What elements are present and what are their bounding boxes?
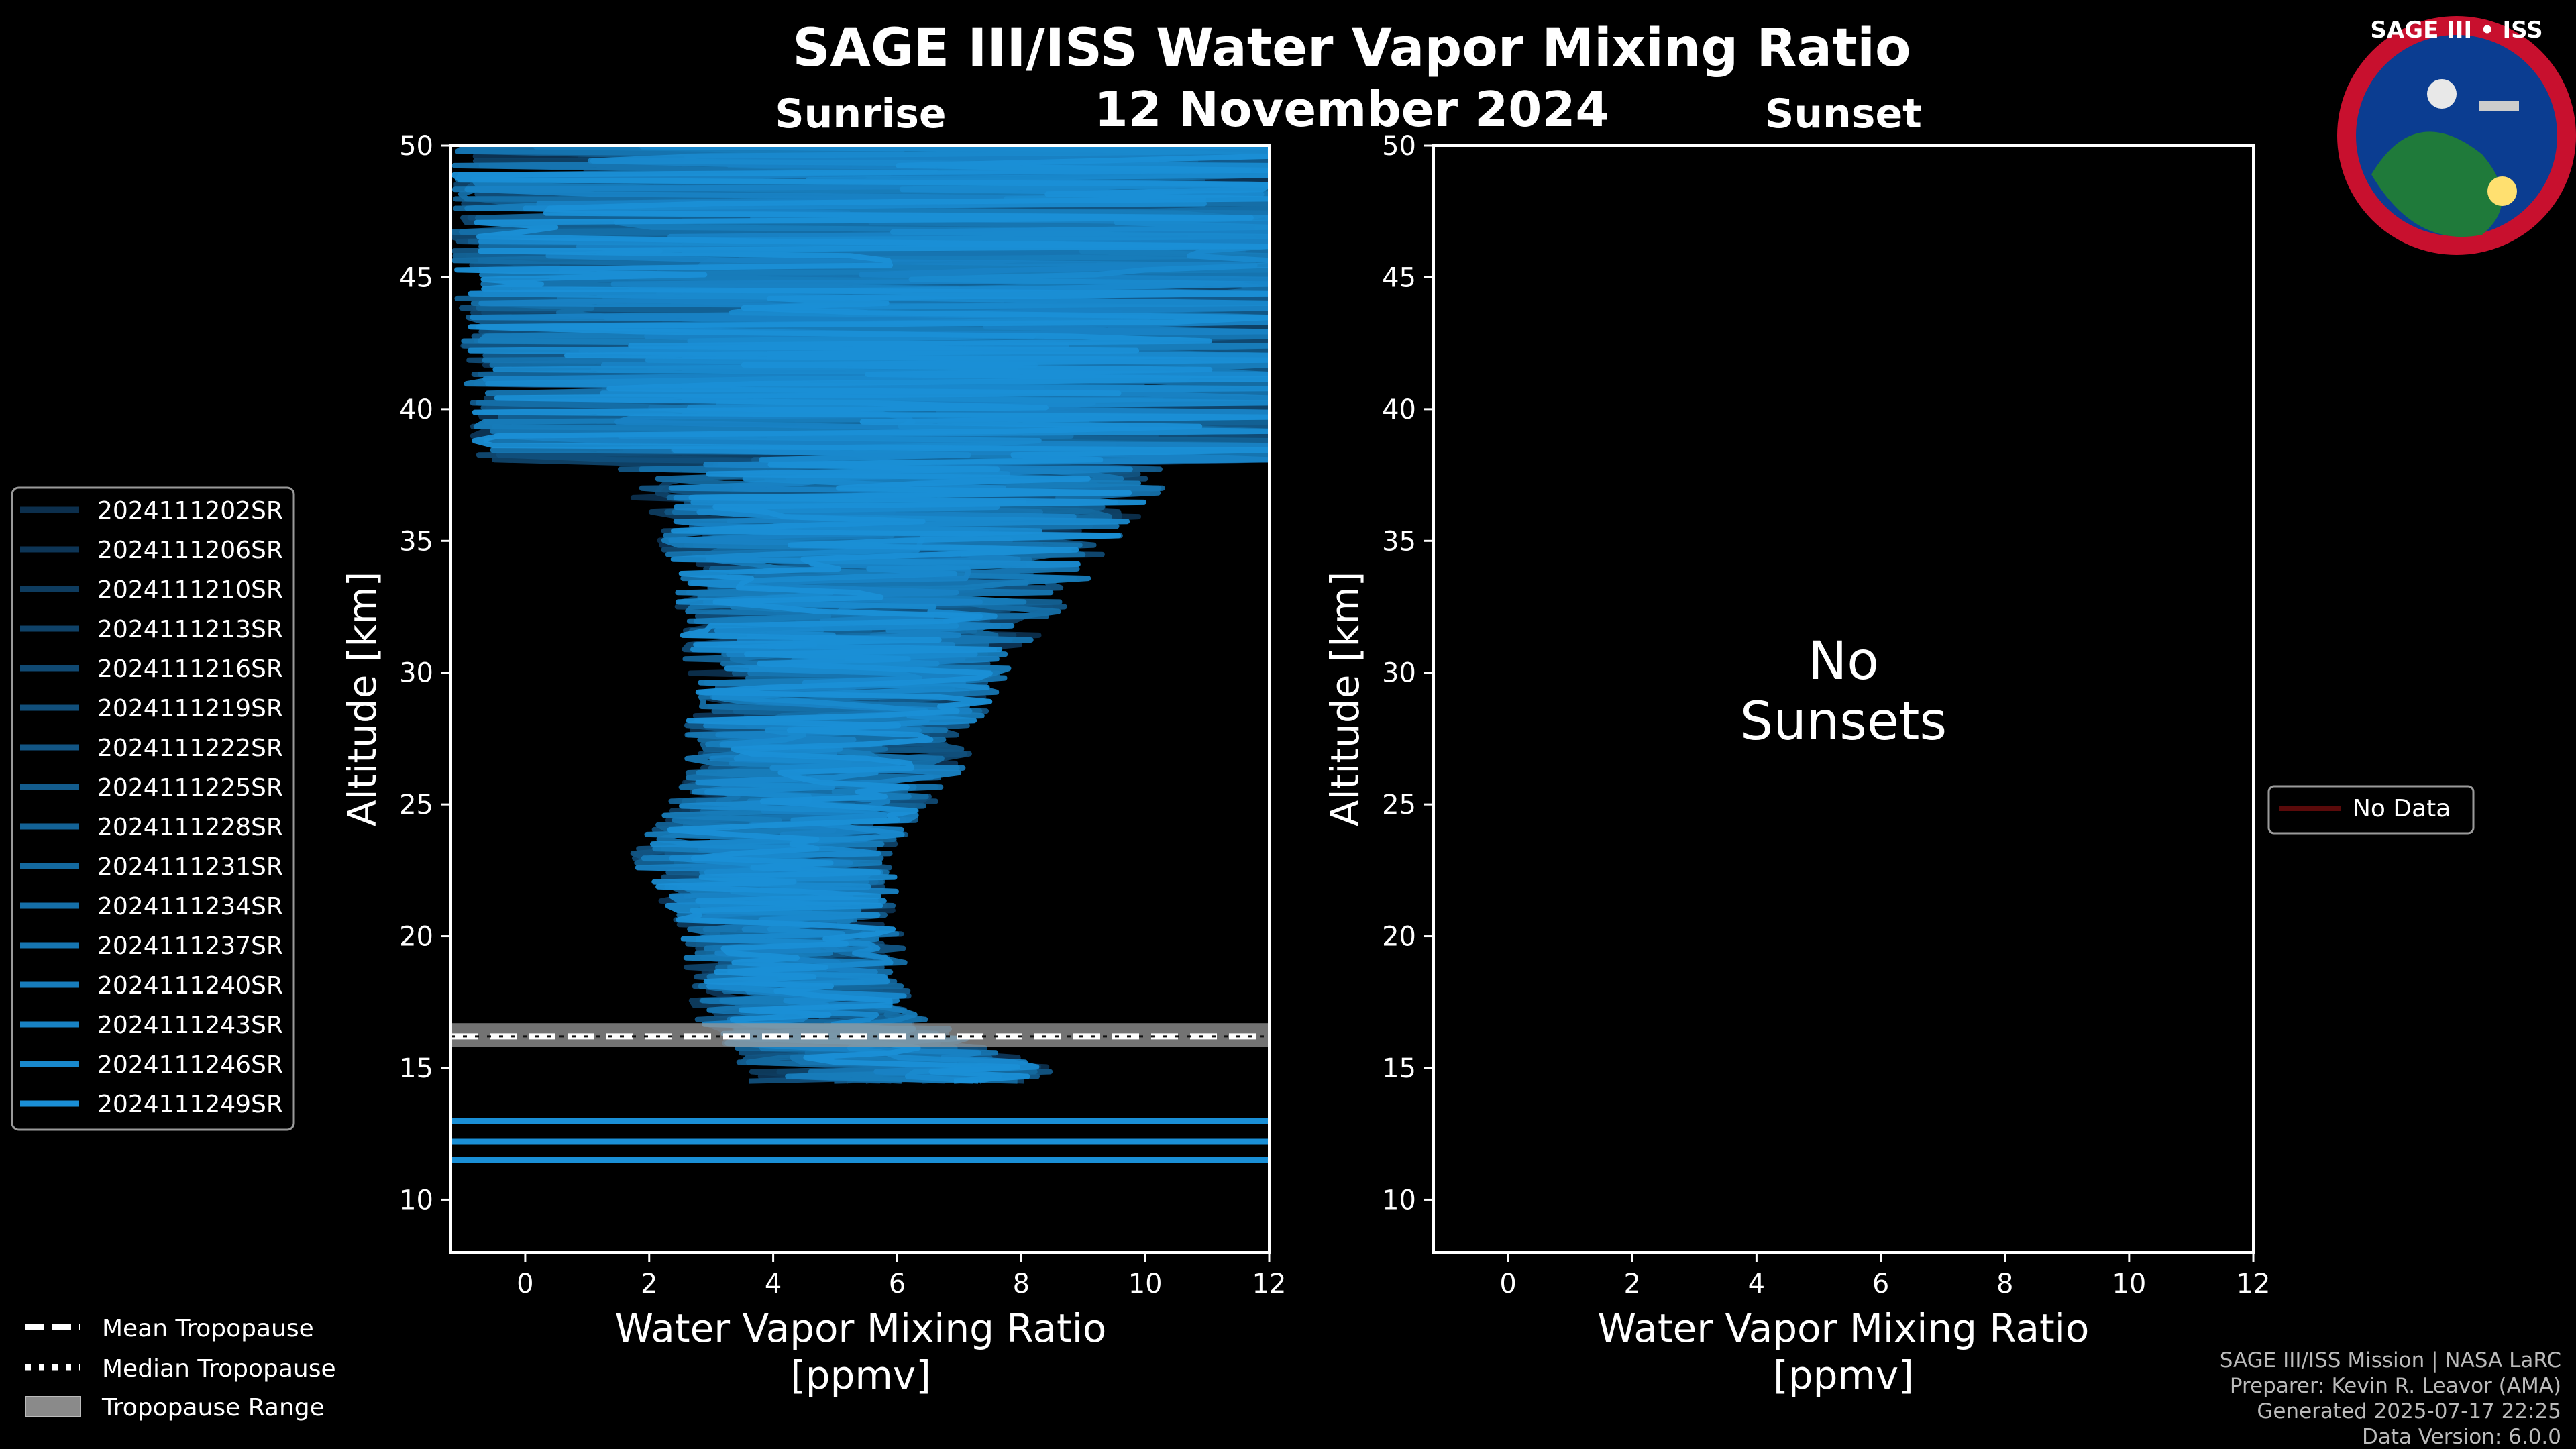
logo-name: SAGE III • ISS: [2370, 17, 2542, 44]
sunset-y-tick-label: 15: [1382, 1053, 1416, 1084]
legend-label-2024111216SR: 2024111216SR: [97, 655, 283, 683]
legend-label-2024111231SR: 2024111231SR: [97, 853, 283, 881]
sunrise-x-label-units: [ppmv]: [790, 1352, 931, 1398]
sunset-y-tick-label: 40: [1382, 394, 1416, 425]
sunset-x-tick-label: 10: [2112, 1269, 2146, 1299]
sunrise-x-tick-label: 4: [765, 1269, 782, 1299]
sunrise-x-label: Water Vapor Mixing Ratio: [615, 1305, 1107, 1351]
legend-label-2024111222SR: 2024111222SR: [97, 735, 283, 762]
credit-generated: Generated 2025-07-17 22:25: [2257, 1399, 2561, 1424]
profile-2024111249SR: [451, 146, 1269, 1084]
legend-label-2024111240SR: 2024111240SR: [97, 972, 283, 1000]
sunrise-y-label: Altitude [km]: [339, 572, 385, 826]
sunset-x-tick-label: 12: [2237, 1269, 2271, 1299]
sunset-y-tick-label: 25: [1382, 790, 1416, 820]
sunset-y-tick-label: 35: [1382, 526, 1416, 557]
no-data-legend-frame: [2267, 785, 2475, 835]
legend-label-2024111206SR: 2024111206SR: [97, 537, 283, 564]
legend-label-2024111213SR: 2024111213SR: [97, 616, 283, 643]
logo-moon: [2427, 79, 2457, 109]
sunrise-x-tick-label: 6: [889, 1269, 906, 1299]
sunset-y-tick-label: 45: [1382, 262, 1416, 293]
logo-sun: [2487, 176, 2517, 206]
sunset-x-label-units: [ppmv]: [1773, 1352, 1914, 1398]
sunset-y-ticks: 10 15 20 25 30 35 40 45 50: [1382, 131, 1434, 1216]
sunrise-x-tick-label: 8: [1013, 1269, 1030, 1299]
sunrise-x-tick-label: 0: [517, 1269, 533, 1299]
mean-tropopause-label: Mean Tropopause: [102, 1315, 314, 1342]
chart-title: SAGE III/ISS Water Vapor Mixing Ratio: [792, 18, 1911, 78]
sunrise-x-tick-label: 12: [1252, 1269, 1287, 1299]
sunset-x-tick-label: 8: [1996, 1269, 2013, 1299]
sunrise-x-tick-label: 10: [1128, 1269, 1163, 1299]
tropopause-range-swatch: [25, 1396, 81, 1417]
series-legend: 2024111202SR 2024111206SR 2024111210SR 2024…: [11, 486, 295, 1131]
legend-label-2024111249SR: 2024111249SR: [97, 1091, 283, 1118]
credits: SAGE III/ISS Mission | NASA LaRC Prepare…: [2220, 1348, 2561, 1449]
sunset-y-tick-label: 20: [1382, 922, 1416, 953]
sunrise-y-tick-label: 40: [399, 394, 433, 425]
sunrise-y-tick-label: 50: [399, 131, 433, 162]
no-data-label: No Data: [2353, 795, 2451, 822]
sunset-y-label: Altitude [km]: [1322, 572, 1368, 826]
legend-label-2024111219SR: 2024111219SR: [97, 695, 283, 722]
sage-logo: SAGE III • ISS: [2337, 16, 2576, 255]
sunrise-profiles: [451, 146, 1269, 1163]
tropopause-range-label: Tropopause Range: [101, 1394, 325, 1421]
credit-mission: SAGE III/ISS Mission | NASA LaRC: [2220, 1348, 2561, 1373]
legend-label-2024111246SR: 2024111246SR: [97, 1051, 283, 1079]
sunrise-y-tick-label: 15: [399, 1053, 433, 1084]
series-legend-items: 2024111202SR 2024111206SR 2024111210SR 2024…: [20, 497, 283, 1118]
median-tropopause-label: Median Tropopause: [102, 1355, 336, 1383]
sunrise-y-tick-label: 30: [399, 658, 433, 689]
sunrise-subtitle: Sunrise: [775, 91, 946, 138]
sunset-y-tick-label: 10: [1382, 1185, 1416, 1216]
legend-label-2024111243SR: 2024111243SR: [97, 1012, 283, 1039]
sunset-x-label: Water Vapor Mixing Ratio: [1598, 1305, 2090, 1351]
sunrise-x-ticks: 0 2 4 6 8 10 12: [517, 1252, 1286, 1299]
sunrise-y-tick-label: 45: [399, 262, 433, 293]
sunset-x-ticks: 0 2 4 6 8 10 12: [1499, 1252, 2270, 1299]
credit-version: Data Version: 6.0.0: [2362, 1425, 2561, 1449]
sunset-x-tick-label: 0: [1499, 1269, 1516, 1299]
sunrise-y-tick-label: 35: [399, 526, 433, 557]
legend-label-2024111202SR: 2024111202SR: [97, 497, 283, 525]
no-sunsets-text: No: [1808, 631, 1879, 692]
sunset-x-tick-label: 2: [1624, 1269, 1641, 1299]
no-data-legend: No Data: [2267, 785, 2475, 835]
sunrise-panel: 0 2 4 6 8 10 12 10 15 20 25 30 35 40 45 50 Water Vapor…: [339, 131, 1286, 1398]
sunrise-y-tick-label: 25: [399, 790, 433, 820]
sunset-x-tick-label: 4: [1748, 1269, 1765, 1299]
tropopause-legend: Mean Tropopause Median Tropopause Tropop…: [25, 1315, 336, 1421]
sunset-y-tick-label: 50: [1382, 131, 1416, 162]
series-legend-frame: [11, 486, 295, 1131]
no-sunsets-text-2: Sunsets: [1740, 692, 1947, 752]
sunrise-y-tick-label: 20: [399, 922, 433, 953]
sunset-axes-frame: [1432, 144, 2255, 1254]
logo-station: [2479, 101, 2519, 111]
sunrise-axes-frame: [449, 144, 1271, 1254]
sunrise-x-tick-label: 2: [641, 1269, 657, 1299]
sunrise-y-tick-label: 10: [399, 1185, 433, 1216]
logo-earth: [2371, 131, 2502, 237]
sunset-x-tick-label: 6: [1872, 1269, 1889, 1299]
sunset-y-tick-label: 30: [1382, 658, 1416, 689]
legend-label-2024111210SR: 2024111210SR: [97, 576, 283, 604]
sunrise-y-ticks: 10 15 20 25 30 35 40 45 50: [399, 131, 451, 1216]
legend-label-2024111237SR: 2024111237SR: [97, 932, 283, 960]
legend-label-2024111234SR: 2024111234SR: [97, 893, 283, 920]
credit-preparer: Preparer: Kevin R. Leavor (AMA): [2230, 1374, 2561, 1398]
chart-date: 12 November 2024: [1094, 81, 1609, 138]
sunset-subtitle: Sunset: [1765, 91, 1922, 138]
legend-label-2024111228SR: 2024111228SR: [97, 814, 283, 841]
legend-label-2024111225SR: 2024111225SR: [97, 774, 283, 802]
